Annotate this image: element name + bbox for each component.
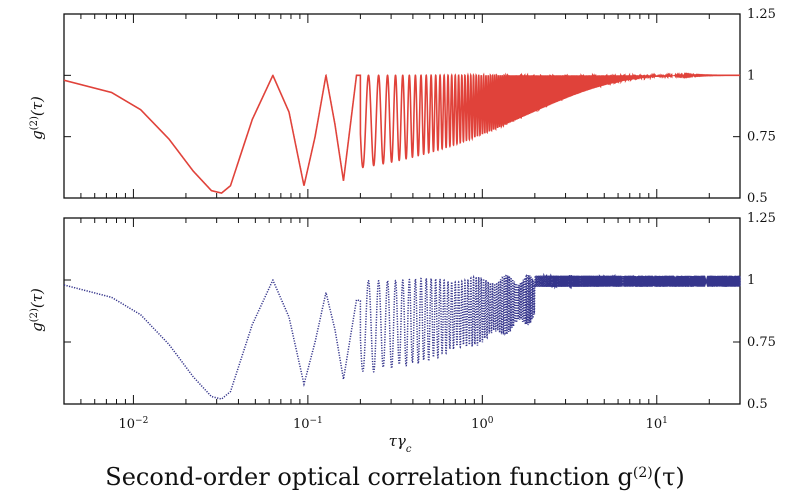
y-tick-label: 1 xyxy=(747,68,755,83)
top-panel: 0.5 0.75 1 1.25 g(2)(τ) xyxy=(28,7,776,206)
figure-caption: Second-order optical correlation functio… xyxy=(105,463,684,491)
y-tick-label: 0.5 xyxy=(747,191,768,206)
y-tick-label: 0.5 xyxy=(747,397,768,412)
x-axis-label: τγc xyxy=(389,432,412,455)
top-y-axis-label: g(2)(τ) xyxy=(28,96,46,140)
x-tick-label: 10−1 xyxy=(293,416,323,432)
top-y-ticks: 0.5 0.75 1 1.25 xyxy=(64,7,776,206)
y-tick-label: 0.75 xyxy=(747,335,776,350)
bottom-plot-frame xyxy=(63,217,741,405)
bottom-x-ticks: 10−2 10−1 100 101 xyxy=(63,218,741,432)
x-tick-label: 10−2 xyxy=(119,416,149,432)
y-tick-label: 1.25 xyxy=(747,7,776,22)
x-tick-label: 101 xyxy=(646,416,668,432)
top-x-ticks xyxy=(63,14,741,198)
y-tick-label: 0.75 xyxy=(747,130,776,145)
bottom-y-axis-label: g(2)(τ) xyxy=(28,288,46,332)
bottom-panel: 10−2 10−1 100 101 0.5 0.75 1 1.25 g(2)(τ) τγc xyxy=(28,211,776,455)
bottom-y-ticks: 0.5 0.75 1 1.25 xyxy=(64,211,776,412)
top-plot-frame xyxy=(63,13,741,199)
y-tick-label: 1 xyxy=(747,273,755,288)
top-series-line xyxy=(63,72,741,194)
y-tick-label: 1.25 xyxy=(747,211,776,226)
x-tick-label: 100 xyxy=(471,416,494,432)
bottom-series-line xyxy=(63,272,741,400)
